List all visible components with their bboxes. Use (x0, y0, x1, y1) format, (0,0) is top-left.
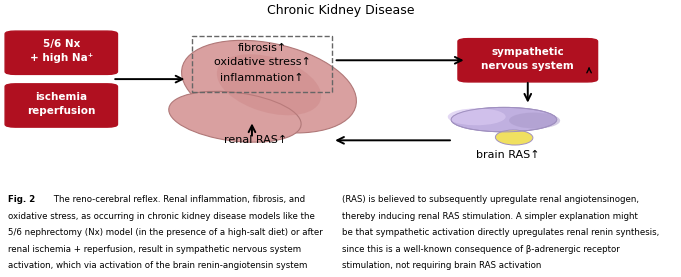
Text: renal RAS↑: renal RAS↑ (224, 135, 287, 145)
Text: ischemia: ischemia (35, 92, 87, 102)
FancyBboxPatch shape (458, 39, 598, 82)
Text: activation, which via activation of the brain renin-angiotensin system: activation, which via activation of the … (8, 261, 308, 270)
Text: brain RAS↑: brain RAS↑ (475, 150, 539, 160)
Text: renal ischemia + reperfusion, result in sympathetic nervous system: renal ischemia + reperfusion, result in … (8, 245, 301, 254)
Text: stimulation, not requiring brain RAS activation: stimulation, not requiring brain RAS act… (342, 261, 541, 270)
Text: (RAS) is believed to subsequently upregulate renal angiotensinogen,: (RAS) is believed to subsequently upregu… (342, 196, 639, 204)
FancyBboxPatch shape (5, 31, 117, 75)
Text: 5/6 nephrectomy (Nx) model (in the presence of a high-salt diet) or after: 5/6 nephrectomy (Nx) model (in the prese… (8, 228, 323, 237)
Ellipse shape (495, 130, 533, 145)
Text: since this is a well-known consequence of β-adrenergic receptor: since this is a well-known consequence o… (342, 245, 620, 254)
Text: thereby inducing renal RAS stimulation. A simpler explanation might: thereby inducing renal RAS stimulation. … (342, 212, 637, 221)
Ellipse shape (451, 107, 556, 132)
Ellipse shape (217, 54, 321, 115)
Text: nervous system: nervous system (481, 61, 574, 71)
Text: The reno-cerebral reflex. Renal inflammation, fibrosis, and: The reno-cerebral reflex. Renal inflamma… (51, 196, 305, 204)
Text: 5/6 Nx: 5/6 Nx (43, 39, 80, 49)
Text: Fig. 2: Fig. 2 (8, 196, 35, 204)
Text: reperfusion: reperfusion (27, 106, 95, 116)
Text: inflammation↑: inflammation↑ (221, 73, 304, 83)
Ellipse shape (182, 40, 356, 133)
FancyBboxPatch shape (5, 84, 117, 127)
Text: be that sympathetic activation directly upregulates renal renin synthesis,: be that sympathetic activation directly … (342, 228, 659, 237)
Ellipse shape (169, 91, 301, 142)
Text: + high Na⁺: + high Na⁺ (30, 53, 93, 63)
Text: oxidative stress↑: oxidative stress↑ (214, 57, 311, 67)
Text: Chronic Kidney Disease: Chronic Kidney Disease (267, 4, 414, 17)
Text: fibrosis↑: fibrosis↑ (238, 43, 287, 53)
Ellipse shape (447, 108, 506, 125)
Ellipse shape (509, 112, 560, 129)
Text: sympathetic: sympathetic (492, 47, 564, 57)
Text: oxidative stress, as occurring in chronic kidney disease models like the: oxidative stress, as occurring in chroni… (8, 212, 315, 221)
